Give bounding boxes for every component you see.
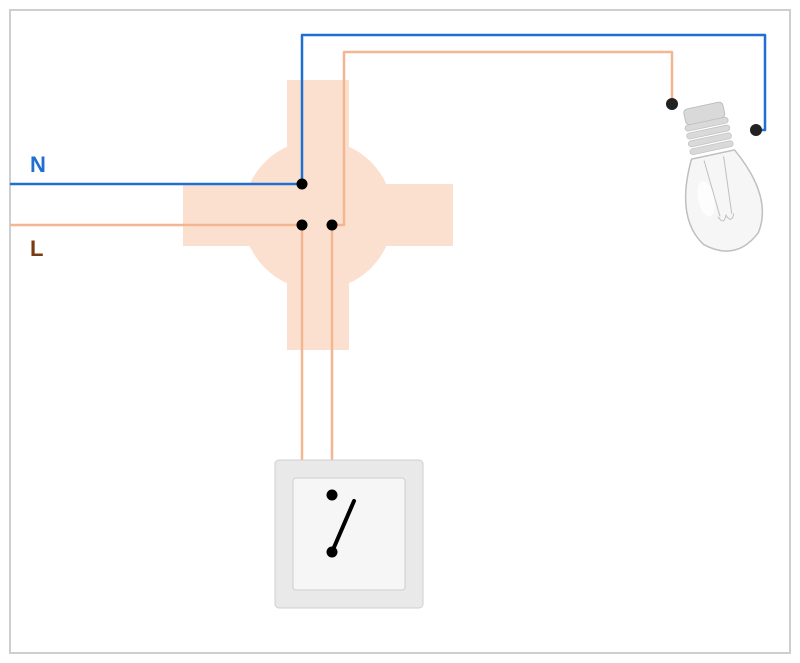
wiring-diagram — [0, 0, 800, 663]
wall-switch-icon — [275, 460, 423, 608]
junction-box — [183, 80, 453, 350]
live-label: L — [30, 236, 43, 262]
neutral-label: N — [30, 152, 46, 178]
wire-switch_to_bulb — [332, 52, 672, 495]
node-n1 — [297, 179, 308, 190]
node-n3 — [327, 220, 338, 231]
node-n2 — [297, 220, 308, 231]
light-bulb-icon — [666, 98, 770, 258]
